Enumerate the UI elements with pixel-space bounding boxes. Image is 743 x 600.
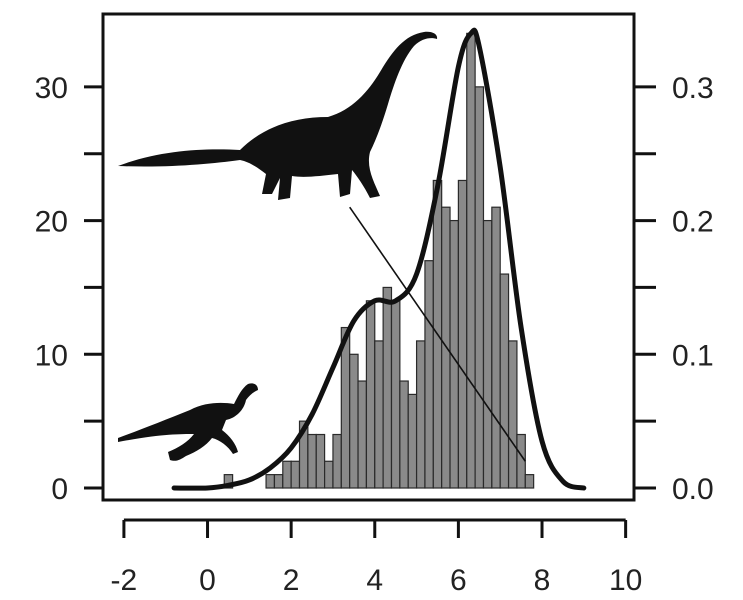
plot-frame — [101, 12, 636, 502]
histogram-bar — [491, 206, 501, 489]
histogram-bar — [415, 340, 426, 489]
histogram-bar — [424, 260, 434, 489]
sauropod-silhouette-icon — [118, 31, 438, 201]
x-tick-label: 4 — [366, 564, 383, 595]
y-left-tick-label: 0 — [51, 473, 68, 506]
x-tick-label: 6 — [450, 564, 467, 595]
histogram-bar — [265, 474, 276, 489]
histogram-bar — [399, 380, 409, 489]
histogram-bar — [282, 460, 292, 489]
histogram-bar — [466, 32, 476, 489]
y-left-tick-label: 10 — [35, 339, 68, 372]
tick-marks — [84, 85, 656, 538]
histogram-bar — [340, 326, 351, 489]
y-right-tick-label: 0.1 — [672, 339, 714, 372]
histogram-bar — [365, 300, 376, 489]
histogram-bar — [507, 340, 518, 489]
x-tick-label: -2 — [111, 564, 138, 595]
histogram-bar — [332, 433, 342, 489]
histogram-bar — [290, 460, 301, 489]
histogram-bar — [524, 474, 535, 489]
y-left-tick-label: 20 — [35, 206, 68, 239]
histogram-bar — [382, 286, 393, 489]
histogram-bar — [357, 380, 368, 489]
y-right-tick-label: 0.3 — [672, 72, 714, 105]
y-left-tick-label: 30 — [35, 72, 68, 105]
histogram-bar — [374, 340, 384, 489]
histogram-bar — [407, 393, 418, 489]
density-line — [171, 27, 587, 491]
histogram-bar — [516, 433, 526, 489]
histogram-bar — [474, 86, 485, 489]
histogram-bar — [349, 353, 359, 489]
histogram-bar — [482, 219, 493, 489]
histogram-bar — [223, 474, 234, 489]
histogram-bar — [390, 300, 401, 489]
tick-labels: -2 0 2 4 6 8 10 0 10 20 30 0.0 0.1 0.2 0.3 — [35, 72, 714, 597]
histogram-bar — [315, 433, 326, 489]
trend-line — [349, 206, 526, 462]
histogram-bar — [307, 433, 317, 489]
histogram-bar — [273, 474, 284, 489]
density-curve — [171, 27, 587, 491]
small-theropod-silhouette-icon — [118, 383, 258, 461]
x-tick-label: 0 — [199, 564, 216, 595]
trend-line-segment — [349, 206, 526, 462]
histogram-bar — [324, 460, 334, 489]
y-right-tick-label: 0.0 — [672, 473, 714, 506]
x-tick-label: 8 — [534, 564, 551, 595]
x-tick-label: 10 — [609, 564, 642, 595]
y-right-tick-label: 0.2 — [672, 206, 714, 239]
histogram-bar — [499, 273, 510, 489]
histogram-bar — [457, 179, 468, 489]
x-tick-label: 2 — [283, 564, 300, 595]
